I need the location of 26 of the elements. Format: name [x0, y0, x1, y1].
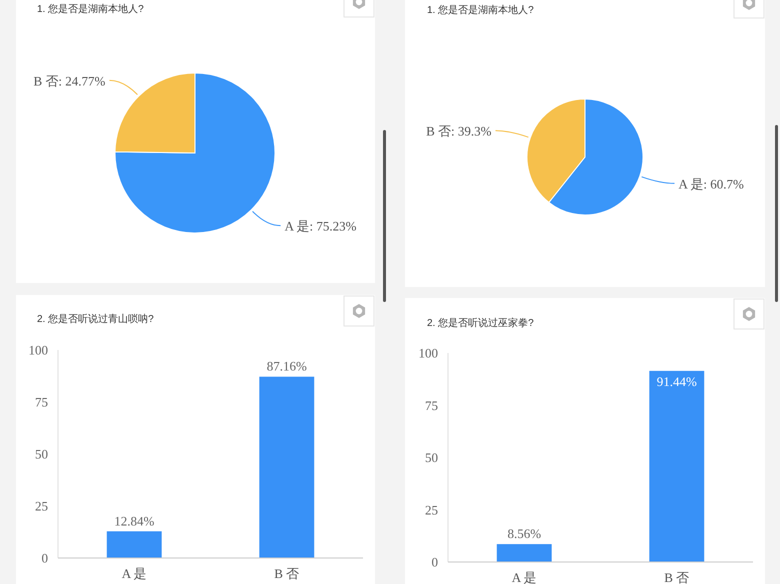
chart-title: 2. 您是否听说过巫家拳?	[427, 317, 534, 329]
y-tick-label: 50	[425, 450, 438, 465]
y-tick-label: 25	[35, 498, 48, 514]
y-tick-label: 75	[35, 394, 48, 410]
data-label: 12.84%	[114, 513, 154, 528]
chart-title: 2. 您是否听说过青山唢呐?	[37, 313, 154, 325]
y-tick-label: 50	[35, 446, 48, 462]
data-label: 87.16%	[266, 358, 307, 374]
x-tick-label: A 是	[512, 570, 537, 584]
y-tick-label: 75	[425, 398, 438, 413]
slice-label: B 否: 24.77%	[34, 73, 106, 88]
x-tick-label: B 否	[664, 570, 690, 584]
y-tick-label: 0	[42, 550, 48, 566]
chart-title: 1. 您是否是湖南本地人?	[37, 3, 144, 15]
y-tick-label: 0	[432, 554, 438, 570]
data-label: 91.44%	[656, 374, 697, 389]
x-tick-label: A 是	[122, 566, 147, 581]
slice-label: B 否: 39.3%	[426, 124, 492, 139]
data-label: 8.56%	[507, 526, 542, 542]
chart-title: 1. 您是否是湖南本地人?	[427, 4, 534, 16]
y-tick-label: 100	[418, 346, 438, 360]
slice-label: A 是: 60.7%	[678, 176, 744, 192]
slice-label: A 是: 75.23%	[284, 218, 357, 234]
x-tick-label: B 否	[274, 566, 300, 581]
y-tick-label: 25	[425, 502, 438, 518]
y-tick-label: 100	[28, 342, 48, 358]
